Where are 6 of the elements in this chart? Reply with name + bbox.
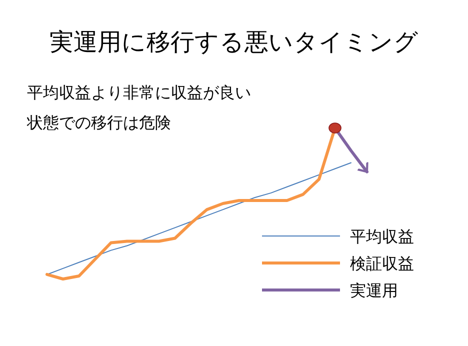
legend-label: 平均収益 — [350, 227, 414, 246]
annotation: 状態での移行は危険 — [26, 113, 171, 132]
text: 平均収益より非常に収益が良い — [27, 83, 251, 102]
chart-title: 実運用に移行する悪いタイミング — [50, 28, 418, 56]
legend-label: 検証収益 — [350, 254, 414, 273]
legend-label: 実運用 — [350, 281, 398, 300]
